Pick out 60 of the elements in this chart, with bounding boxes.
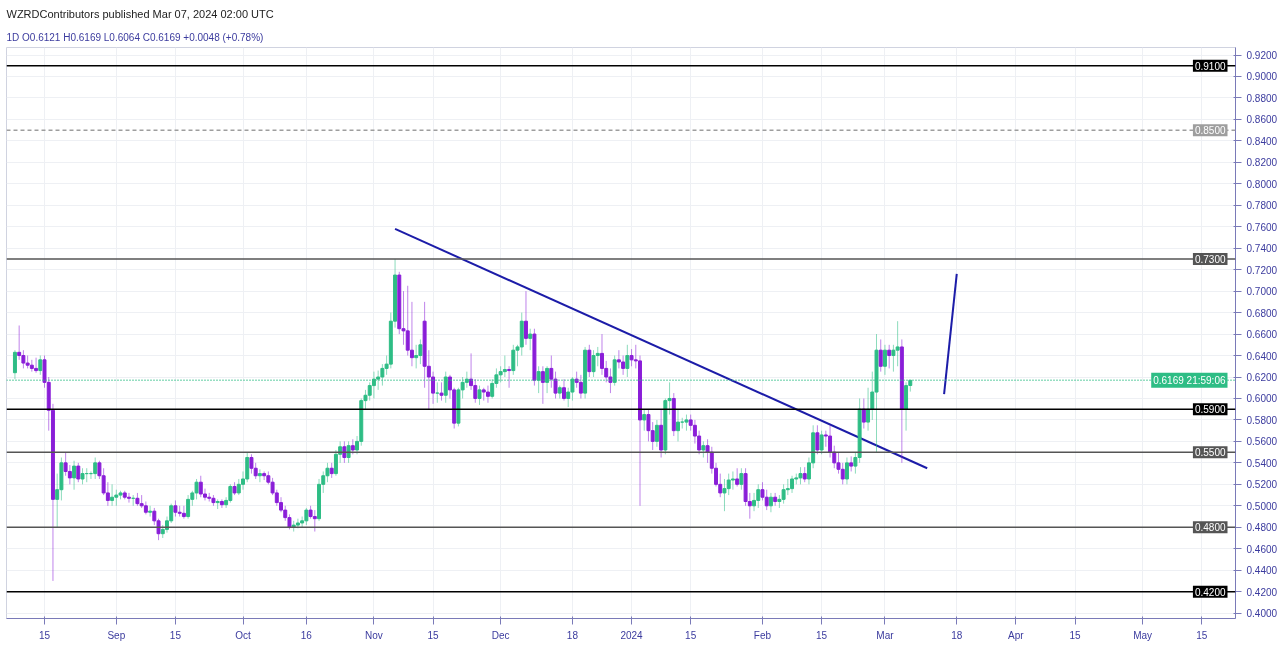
y-tick-label: 0.7600 — [1246, 221, 1278, 233]
y-tick-label: 0.4800 — [1246, 522, 1278, 534]
y-tick-label: 0.8800 — [1246, 92, 1278, 104]
y-tick-label: 0.4600 — [1246, 543, 1278, 555]
y-tick-label: 0.6000 — [1246, 393, 1278, 405]
y-tick-label: 0.5600 — [1246, 436, 1278, 448]
x-tick-label: 18 — [566, 629, 579, 641]
ref-line-label: 0.5900 — [1194, 404, 1226, 416]
y-tick-label: 0.6400 — [1246, 350, 1278, 362]
y-tick-label: 0.5200 — [1246, 479, 1278, 491]
x-tick-label: 15 — [816, 629, 828, 641]
y-tick-label: 0.9200 — [1246, 50, 1278, 62]
x-tick-label: Oct — [235, 629, 252, 641]
ref-line-label: 0.6169 21:59:06 — [1153, 374, 1226, 386]
chart-subtitle: 1D O0.6121 H0.6169 L0.6064 C0.6169 +0.0048 (+0.78%) — [6, 31, 264, 43]
y-tick-label: 0.5400 — [1246, 457, 1278, 469]
y-tick-label: 0.7400 — [1246, 243, 1278, 255]
x-tick-label: 15 — [1069, 629, 1082, 641]
x-tick-label: 15 — [685, 629, 697, 641]
ref-line-label: 0.9100 — [1194, 60, 1226, 72]
x-tick-label: Apr — [1008, 629, 1025, 641]
candlestick — [127, 492, 131, 504]
x-tick-label: 2024 — [620, 629, 644, 641]
x-tick-label: Feb — [753, 629, 772, 641]
y-tick-label: 0.8000 — [1246, 178, 1278, 190]
y-tick-label: 0.5000 — [1246, 500, 1278, 512]
y-tick-label: 0.9000 — [1246, 71, 1278, 83]
y-tick-label: 0.7000 — [1246, 286, 1278, 298]
y-tick-label: 0.4000 — [1246, 608, 1278, 620]
x-tick-label: May — [1133, 629, 1153, 641]
y-tick-label: 0.7800 — [1246, 200, 1278, 212]
ref-line-label: 0.4800 — [1194, 522, 1226, 534]
y-tick-label: 0.5800 — [1246, 414, 1278, 426]
y-tick-label: 0.6600 — [1246, 329, 1278, 341]
x-tick-label: 15 — [1196, 629, 1208, 641]
y-tick-label: 0.8600 — [1246, 114, 1278, 126]
y-tick-label: 0.6800 — [1246, 307, 1278, 319]
x-tick-label: 16 — [300, 629, 313, 641]
y-tick-label: 0.6200 — [1246, 372, 1278, 384]
y-tick-label: 0.4200 — [1246, 586, 1278, 598]
y-tick-label: 0.8200 — [1246, 157, 1278, 169]
candlestick — [148, 505, 153, 518]
y-tick-label: 0.8400 — [1246, 135, 1278, 147]
y-tick-label: 0.7200 — [1246, 264, 1278, 276]
ref-line-label: 0.5500 — [1194, 447, 1226, 459]
x-tick-label: 15 — [169, 629, 182, 641]
y-tick-label: 0.4400 — [1246, 565, 1278, 577]
x-tick-label: 18 — [951, 629, 963, 641]
candlestick — [262, 470, 267, 481]
ref-line-label: 0.4200 — [1194, 586, 1226, 598]
x-tick-label: 15 — [427, 629, 440, 641]
x-tick-label: Sep — [107, 629, 126, 641]
chart-title: WZRDContributors published Mar 07, 2024 02:00 UTC — [6, 7, 274, 20]
x-tick-label: Dec — [491, 629, 510, 641]
x-tick-label: 15 — [38, 629, 51, 641]
x-tick-label: Nov — [365, 629, 383, 641]
candlestick — [257, 468, 262, 483]
ref-line-label: 0.8500 — [1194, 125, 1226, 137]
x-tick-label: Mar — [876, 629, 895, 641]
ref-line-label: 0.7300 — [1194, 253, 1226, 265]
